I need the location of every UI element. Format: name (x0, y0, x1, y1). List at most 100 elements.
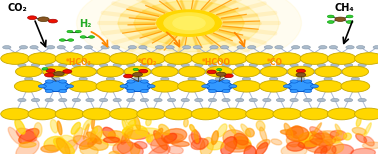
Ellipse shape (168, 146, 183, 154)
Circle shape (297, 77, 305, 81)
Circle shape (52, 57, 60, 60)
Ellipse shape (58, 135, 76, 148)
Ellipse shape (147, 145, 170, 154)
Ellipse shape (305, 131, 316, 142)
Circle shape (235, 63, 244, 67)
Circle shape (46, 46, 55, 49)
Ellipse shape (287, 135, 300, 147)
Circle shape (327, 108, 356, 120)
Circle shape (96, 80, 125, 92)
Circle shape (161, 112, 169, 116)
Circle shape (310, 70, 319, 73)
Circle shape (42, 68, 48, 70)
Circle shape (161, 77, 169, 81)
Circle shape (25, 77, 33, 81)
Circle shape (59, 63, 67, 67)
Ellipse shape (344, 133, 352, 140)
Circle shape (351, 57, 359, 60)
Ellipse shape (292, 135, 312, 141)
Circle shape (99, 63, 108, 67)
Circle shape (191, 108, 220, 120)
Ellipse shape (212, 131, 218, 144)
Circle shape (173, 17, 205, 30)
Circle shape (222, 63, 230, 67)
Ellipse shape (335, 124, 342, 135)
Circle shape (356, 46, 365, 49)
Circle shape (206, 66, 232, 77)
Ellipse shape (41, 145, 59, 152)
Ellipse shape (117, 142, 143, 154)
Circle shape (201, 85, 210, 88)
Circle shape (314, 80, 342, 92)
Circle shape (67, 30, 73, 33)
Circle shape (133, 73, 143, 77)
Ellipse shape (184, 119, 188, 127)
Circle shape (52, 112, 60, 116)
Circle shape (270, 112, 278, 116)
Ellipse shape (363, 142, 378, 149)
Circle shape (358, 63, 366, 67)
Circle shape (38, 85, 46, 88)
Circle shape (3, 46, 11, 49)
Circle shape (217, 69, 222, 71)
Circle shape (202, 85, 209, 88)
Circle shape (297, 57, 305, 60)
Ellipse shape (287, 141, 304, 151)
Circle shape (84, 46, 93, 49)
Ellipse shape (322, 132, 332, 146)
Ellipse shape (135, 116, 140, 130)
Ellipse shape (364, 136, 374, 146)
Circle shape (59, 80, 67, 83)
Circle shape (290, 80, 298, 83)
Ellipse shape (56, 138, 70, 154)
Circle shape (72, 98, 81, 102)
Circle shape (86, 98, 94, 102)
Ellipse shape (113, 140, 133, 154)
Ellipse shape (121, 127, 133, 144)
Ellipse shape (313, 123, 322, 136)
Circle shape (124, 81, 150, 91)
Text: CO₂: CO₂ (8, 4, 27, 13)
Ellipse shape (146, 118, 151, 126)
Circle shape (15, 66, 42, 77)
Circle shape (284, 85, 291, 88)
Circle shape (133, 68, 138, 71)
Ellipse shape (364, 123, 371, 136)
Circle shape (208, 63, 217, 67)
Circle shape (69, 80, 98, 92)
Circle shape (150, 80, 179, 92)
Ellipse shape (54, 138, 74, 154)
Circle shape (216, 72, 226, 76)
Circle shape (273, 108, 302, 120)
Circle shape (220, 46, 229, 49)
Circle shape (110, 53, 138, 64)
Circle shape (140, 63, 149, 67)
Ellipse shape (257, 140, 270, 149)
Ellipse shape (126, 117, 135, 125)
Circle shape (324, 57, 332, 60)
Ellipse shape (207, 141, 224, 150)
Circle shape (79, 77, 87, 81)
Ellipse shape (221, 137, 237, 154)
Circle shape (99, 0, 279, 60)
Circle shape (120, 70, 128, 73)
Circle shape (113, 98, 121, 102)
Circle shape (229, 85, 237, 88)
Circle shape (297, 112, 305, 116)
Circle shape (193, 46, 201, 49)
Circle shape (74, 46, 82, 49)
Circle shape (188, 112, 196, 116)
Ellipse shape (310, 127, 324, 139)
Ellipse shape (256, 142, 268, 154)
Circle shape (86, 63, 94, 67)
Circle shape (327, 15, 334, 18)
Circle shape (38, 70, 46, 73)
Ellipse shape (127, 120, 136, 128)
Circle shape (1, 108, 29, 120)
Ellipse shape (73, 128, 82, 142)
Ellipse shape (319, 139, 344, 154)
Circle shape (167, 63, 176, 67)
Circle shape (59, 98, 67, 102)
Ellipse shape (108, 131, 127, 142)
Circle shape (127, 63, 135, 67)
